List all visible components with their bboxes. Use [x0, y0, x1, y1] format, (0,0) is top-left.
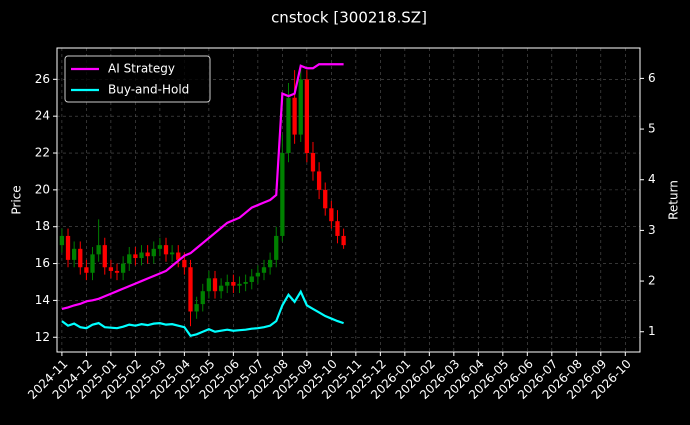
candle-body	[133, 254, 138, 259]
series-line	[61, 63, 344, 311]
candle-body	[323, 189, 328, 209]
candle-body	[72, 248, 77, 260]
y2-tick-label: 6	[648, 71, 656, 85]
candle-body	[304, 79, 310, 154]
candle-body	[212, 278, 218, 292]
candle-body	[90, 254, 95, 273]
candle-body	[78, 248, 83, 268]
y-tick-label: 14	[35, 293, 50, 307]
y-tick-label: 12	[35, 330, 50, 344]
candle-body	[120, 263, 126, 273]
candle-body	[218, 285, 224, 292]
y-tick-label: 20	[35, 182, 50, 196]
candle-body	[84, 267, 89, 273]
y2-tick-label: 3	[648, 223, 656, 237]
legend-label: AI Strategy	[108, 62, 175, 76]
candle-body	[182, 259, 187, 268]
candle-body	[169, 252, 175, 255]
candle-body	[151, 248, 156, 257]
y2-tick-label: 5	[648, 122, 656, 136]
legend-label: Buy-and-Hold	[108, 83, 189, 97]
candle-body	[231, 281, 236, 286]
candle-body	[237, 283, 242, 286]
candle-body	[200, 291, 205, 305]
y-tick-label: 18	[35, 219, 50, 233]
candle-body	[145, 252, 150, 257]
candle-body	[206, 278, 212, 292]
y2-tick-label: 4	[648, 172, 656, 186]
candle-body	[108, 267, 114, 271]
y-tick-label: 26	[35, 72, 50, 86]
candle-body	[341, 235, 346, 246]
candle-body	[310, 153, 316, 172]
y2-tick-label: 1	[648, 324, 656, 338]
candle-body	[261, 267, 267, 273]
candle-body	[59, 235, 65, 246]
y2-axis-label: Return	[667, 180, 681, 220]
y-tick-label: 22	[35, 146, 50, 160]
candle-body	[286, 97, 291, 154]
candle-body	[65, 235, 71, 260]
candle-body	[96, 245, 101, 255]
candle-body	[298, 79, 303, 135]
candle-body	[329, 208, 334, 222]
candle-body	[243, 281, 248, 284]
candle-body	[292, 97, 297, 135]
candle-body	[188, 267, 193, 312]
candle-body	[127, 254, 132, 264]
legend-box	[64, 55, 211, 103]
candle-body	[316, 171, 322, 190]
candle-body	[163, 245, 169, 255]
candle-body	[176, 252, 181, 260]
candle-body	[255, 272, 261, 277]
y-tick-label: 24	[35, 109, 50, 123]
candle-body	[157, 245, 163, 249]
candle-body	[267, 259, 273, 268]
candle-body	[139, 252, 144, 259]
candle-body	[102, 245, 107, 268]
y2-tick-label: 2	[648, 274, 656, 288]
y-tick-label: 16	[35, 256, 50, 270]
chart-title: cnstock [300218.SZ]	[271, 9, 427, 27]
candle-body	[225, 281, 230, 286]
series-line	[61, 289, 344, 338]
candle-body	[280, 153, 285, 236]
candle-body	[249, 276, 254, 282]
y-axis-label: Price	[10, 185, 24, 214]
candle-body	[114, 270, 120, 273]
candle-body	[335, 221, 340, 236]
plot-frame	[56, 47, 641, 353]
candle-body	[194, 304, 199, 312]
candle-body	[274, 235, 279, 260]
